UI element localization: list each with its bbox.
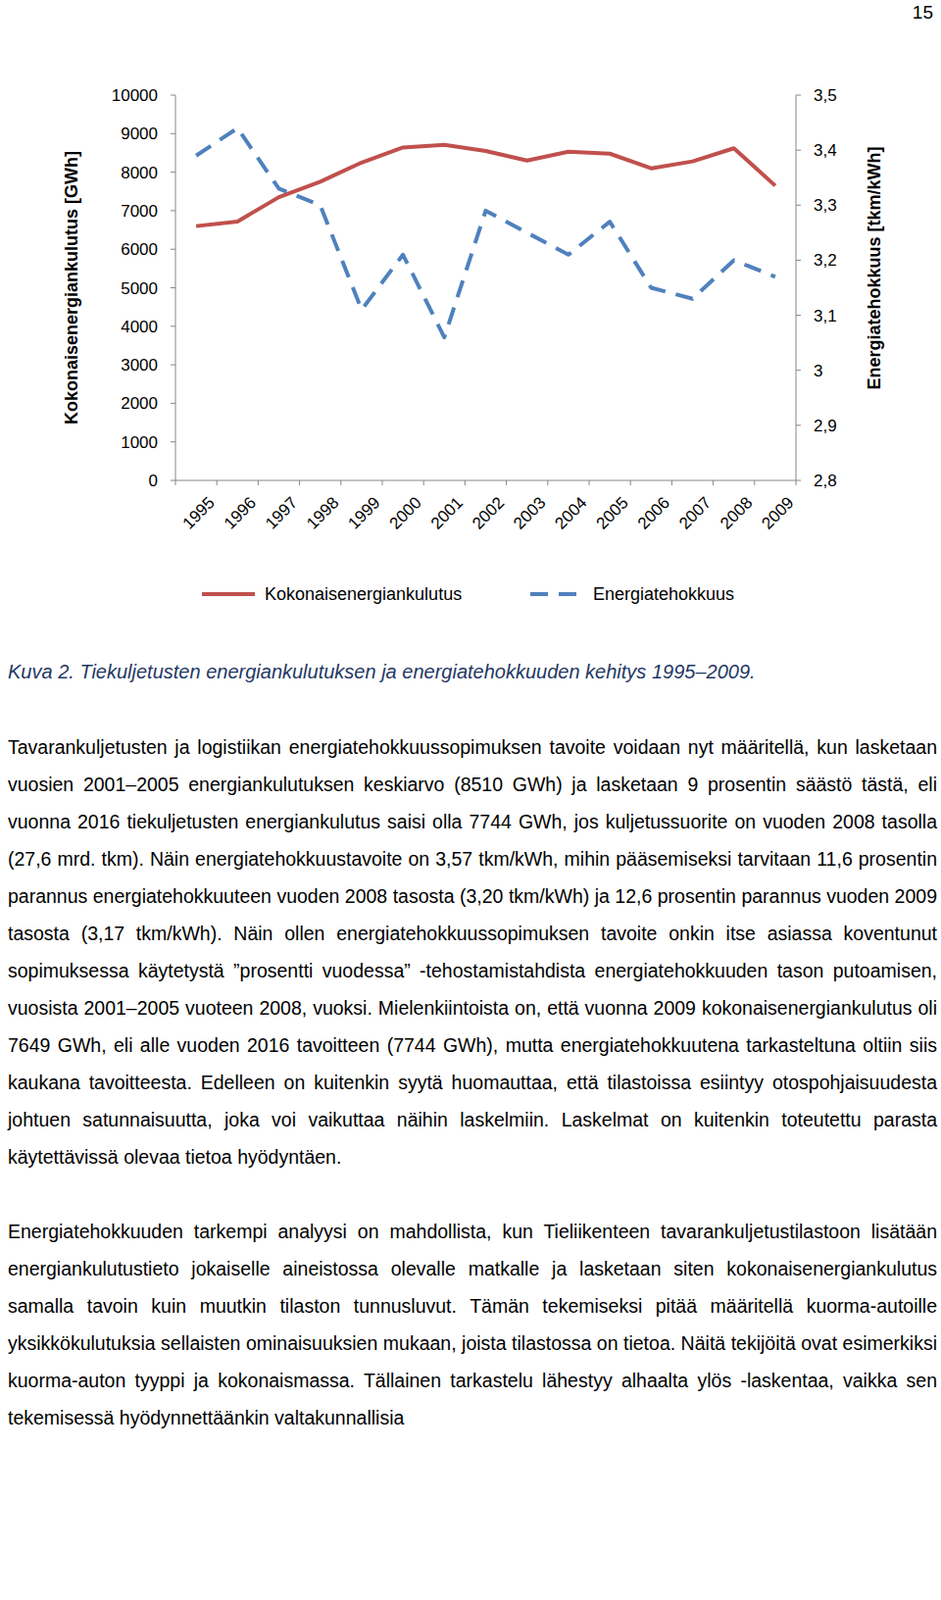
legend-label: Energiatehokkuus xyxy=(593,584,735,604)
y-tick xyxy=(170,325,176,327)
x-tick-label: 2001 xyxy=(427,493,467,533)
legend-swatch xyxy=(530,592,584,596)
x-tick xyxy=(298,480,300,486)
y-tick-label: 0 xyxy=(148,471,158,491)
y-axis-title: Kokonaisenergiankulutus [GWh] xyxy=(61,150,82,425)
y2-tick-label: 3 xyxy=(813,361,823,381)
x-tick xyxy=(589,480,591,486)
y-tick-label: 3000 xyxy=(120,355,158,375)
y-tick xyxy=(170,364,176,366)
x-tick-label: 1999 xyxy=(344,493,384,533)
x-tick-label: 2007 xyxy=(675,493,715,533)
legend-swatch xyxy=(201,592,255,596)
y-tick-label: 2000 xyxy=(120,394,158,413)
y-tick xyxy=(170,287,176,289)
y2-tick-label: 3,5 xyxy=(813,86,838,105)
y-tick-label: 6000 xyxy=(120,240,158,259)
legend-label: Kokonaisenergiankulutus xyxy=(264,584,462,604)
x-tick-label: 2005 xyxy=(593,493,633,533)
y-tick xyxy=(170,133,176,135)
x-tick-label: 1998 xyxy=(302,493,343,533)
x-tick-label: 1996 xyxy=(220,493,260,533)
x-tick-label: 2008 xyxy=(716,493,756,533)
x-tick xyxy=(630,480,632,486)
x-axis-line xyxy=(175,480,796,482)
y2-tick xyxy=(795,369,801,371)
y2-tick xyxy=(795,480,801,482)
series-line xyxy=(196,128,776,338)
page-number: 15 xyxy=(912,1,934,24)
x-tick-label: 2000 xyxy=(386,493,426,533)
x-tick-label: 2006 xyxy=(634,493,674,533)
y2-tick xyxy=(795,204,801,206)
x-tick xyxy=(795,480,797,486)
y-tick xyxy=(170,441,176,443)
y2-tick xyxy=(795,149,801,151)
y2-axis-title: Energiatehokkuus [tkm/kWh] xyxy=(864,146,885,390)
x-tick-label: 2004 xyxy=(550,493,591,533)
y-tick-label: 4000 xyxy=(120,317,158,337)
y-tick xyxy=(170,171,176,173)
x-tick xyxy=(382,480,384,486)
x-tick xyxy=(464,480,466,486)
y-tick-label: 8000 xyxy=(120,163,158,183)
y2-tick-label: 3,2 xyxy=(813,250,838,270)
chart: 0 1000 2000 3000 4000 5000 6000 7000 8000 9000 100… xyxy=(0,0,941,628)
y2-tick xyxy=(795,424,801,426)
plot-area xyxy=(196,128,776,338)
y2-axis-line xyxy=(795,95,797,481)
x-tick xyxy=(175,480,177,486)
y-tick-label: 9000 xyxy=(120,124,158,144)
y2-tick-label: 3,1 xyxy=(813,306,838,326)
y-tick xyxy=(170,480,176,482)
x-tick-label: 2009 xyxy=(757,493,797,533)
x-tick xyxy=(712,480,714,486)
x-tick xyxy=(340,480,342,486)
x-tick-label: 2002 xyxy=(468,493,508,533)
x-tick xyxy=(671,480,673,486)
body-text: Tavarankuljetusten ja logistiikan energi… xyxy=(7,728,938,1474)
y-tick xyxy=(170,402,176,404)
paragraph: Energiatehokkuuden tarkempi analyysi on … xyxy=(7,1212,938,1437)
y-tick-label: 1000 xyxy=(120,433,158,452)
y-tick xyxy=(170,248,176,250)
legend: Kokonaisenergiankulutus Energiatehokkuus xyxy=(201,584,735,604)
x-tick xyxy=(423,480,425,486)
y-tick xyxy=(170,95,176,97)
x-tick xyxy=(505,480,507,486)
x-tick-label: 2003 xyxy=(509,493,549,533)
x-tick xyxy=(216,480,218,486)
y-tick-label: 5000 xyxy=(120,279,158,298)
y2-tick xyxy=(795,259,801,261)
y-tick-label: 7000 xyxy=(120,201,158,221)
figure-caption: Kuva 2. Tiekuljetusten energiankulutukse… xyxy=(7,660,938,684)
x-tick-label: 1995 xyxy=(179,493,219,533)
x-tick xyxy=(753,480,755,486)
y2-tick-label: 3,4 xyxy=(813,141,838,160)
y2-tick-label: 2,9 xyxy=(813,416,838,436)
x-tick xyxy=(257,480,259,486)
y-tick-label: 10000 xyxy=(111,86,158,105)
y2-tick-label: 3,3 xyxy=(813,196,838,215)
x-tick-label: 1997 xyxy=(261,493,301,533)
y2-tick xyxy=(795,95,801,97)
x-tick xyxy=(546,480,548,486)
y2-tick xyxy=(795,314,801,316)
paragraph: Tavarankuljetusten ja logistiikan energi… xyxy=(7,728,938,1176)
y2-tick-label: 2,8 xyxy=(813,471,838,491)
y-tick xyxy=(170,209,176,211)
